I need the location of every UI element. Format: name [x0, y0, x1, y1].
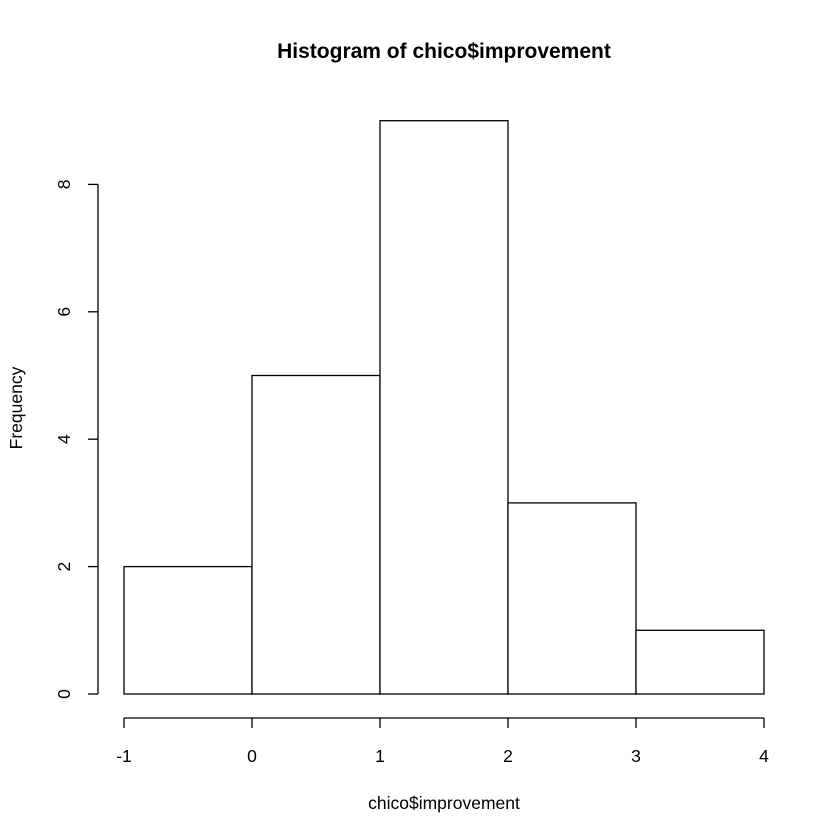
x-tick-label-5: 4: [759, 746, 769, 766]
y-tick-label-3: 6: [54, 307, 74, 317]
bars-group: [123, 120, 765, 695]
x-tick-label-2: 1: [375, 746, 385, 766]
y-axis: 0 2 4 6 8: [54, 180, 99, 699]
histogram-bar-2: [379, 120, 509, 695]
y-tick-label-1: 2: [54, 562, 74, 572]
x-tick-label-1: 0: [247, 746, 257, 766]
x-tick-label-3: 2: [503, 746, 513, 766]
histogram-bar-0: [123, 565, 253, 695]
y-tick-label-4: 8: [54, 180, 74, 190]
y-axis-label: Frequency: [6, 366, 26, 449]
chart-title: Histogram of chico$improvement: [277, 40, 611, 63]
x-tick-label-0: -1: [116, 746, 132, 766]
y-tick-label-2: 4: [54, 434, 74, 444]
x-axis: -1 0 1 2 3 4: [116, 717, 769, 766]
histogram-bar-4: [635, 629, 765, 695]
histogram-bar-1: [251, 374, 381, 695]
x-axis-label: chico$improvement: [368, 793, 520, 813]
histogram-bar-3: [507, 502, 637, 695]
y-tick-label-0: 0: [54, 689, 74, 699]
x-tick-label-4: 3: [631, 746, 641, 766]
